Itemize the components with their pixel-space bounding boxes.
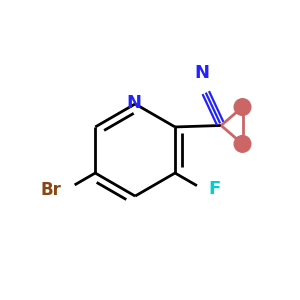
Circle shape bbox=[234, 99, 251, 116]
Text: N: N bbox=[195, 64, 210, 82]
Text: F: F bbox=[209, 180, 221, 198]
Text: Br: Br bbox=[40, 181, 61, 199]
Text: N: N bbox=[126, 94, 141, 112]
Circle shape bbox=[234, 136, 251, 152]
